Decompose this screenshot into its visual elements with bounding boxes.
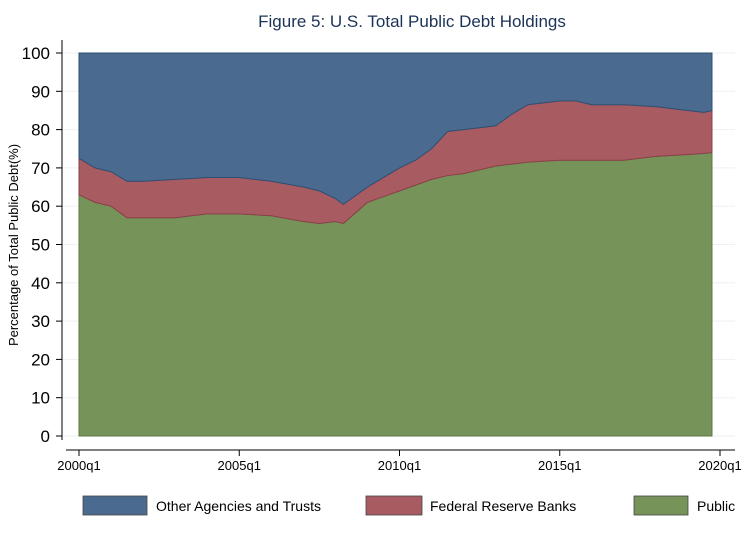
area-other-agencies-and-trusts [78, 52, 713, 205]
legend-label: Federal Reserve Banks [430, 498, 576, 514]
y-tick-label: 40 [31, 274, 50, 293]
x-tick-label: 2010q1 [378, 458, 421, 473]
legend-swatch [633, 495, 689, 516]
legend: Other Agencies and Trusts Federal Reserve… [82, 495, 735, 516]
y-tick-label: 0 [41, 427, 50, 446]
legend-label: Public [697, 498, 735, 514]
y-tick-label: 60 [31, 197, 50, 216]
y-tick-label: 80 [31, 121, 50, 140]
axes: 0 10 20 30 40 50 60 70 80 90 100 2000q1 2005q1 2010q1… [22, 40, 742, 473]
y-tick-label: 20 [31, 350, 50, 369]
chart-title: Figure 5: U.S. Total Public Debt Holding… [258, 12, 566, 31]
x-tick-label: 2005q1 [218, 458, 261, 473]
legend-swatch [365, 495, 423, 516]
y-tick-label: 90 [31, 82, 50, 101]
y-tick-label: 70 [31, 159, 50, 178]
y-tick-label: 50 [31, 236, 50, 255]
x-tick-label: 2015q1 [538, 458, 581, 473]
legend-label: Other Agencies and Trusts [156, 498, 321, 514]
legend-swatch [82, 495, 148, 516]
y-tick-label: 10 [31, 389, 50, 408]
x-tick-label: 2020q1 [698, 458, 741, 473]
x-tick-label: 2000q1 [57, 458, 100, 473]
areas [78, 52, 713, 437]
y-tick-label: 100 [22, 44, 50, 63]
y-tick-label: 30 [31, 312, 50, 331]
y-axis-label: Percentage of Total Public Debt(%) [6, 144, 21, 346]
